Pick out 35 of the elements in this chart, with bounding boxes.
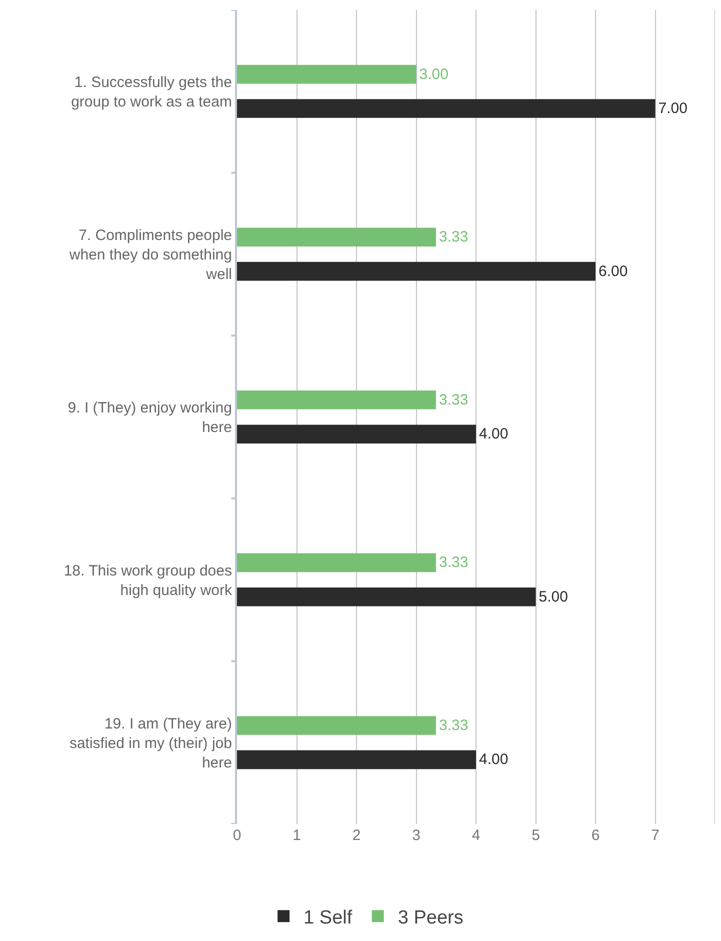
data-label: 5.00 (538, 588, 568, 606)
y-tick-label: 19. I am (They are) satisfied in my (their) job here (69, 715, 232, 772)
data-label: 7.00 (658, 100, 688, 117)
x-tick-label: 4 (472, 827, 480, 844)
y-tick-label: 9. I (They) enjoy working here (68, 400, 232, 436)
data-label: 3.33 (438, 228, 468, 246)
bar (237, 228, 436, 247)
bar (237, 262, 596, 281)
y-tick-label: 1. Successfully gets the group to work as a team (71, 74, 232, 110)
bar (237, 99, 656, 118)
bar (237, 750, 476, 770)
x-tick-label: 1 (292, 827, 301, 844)
bar (237, 64, 416, 84)
bar (237, 390, 436, 410)
data-label: 3.33 (438, 391, 468, 408)
data-label: 4.00 (479, 751, 508, 768)
data-label: 3.00 (419, 66, 448, 83)
y-tick-label: 7. Compliments people when they do something well (68, 226, 232, 283)
x-tick-label: 6 (591, 827, 600, 844)
bar (237, 716, 436, 735)
bar (237, 587, 536, 606)
y-tick-label: 18. This work group does high quality work (64, 562, 232, 599)
data-label: 3.33 (438, 717, 468, 734)
data-label: 3.33 (438, 554, 468, 572)
x-tick-label: 0 (232, 827, 242, 844)
data-label: 4.00 (479, 426, 508, 443)
x-tick-label: 7 (651, 827, 660, 844)
x-tick-label: 2 (352, 827, 361, 844)
x-tick-label: 3 (412, 827, 420, 844)
bar (237, 553, 436, 572)
bar (237, 424, 476, 444)
legend-label: 1 Self (304, 908, 353, 929)
legend-label: 3 Peers (398, 908, 464, 929)
data-label: 6.00 (598, 262, 628, 280)
x-tick-label: 5 (532, 827, 540, 844)
